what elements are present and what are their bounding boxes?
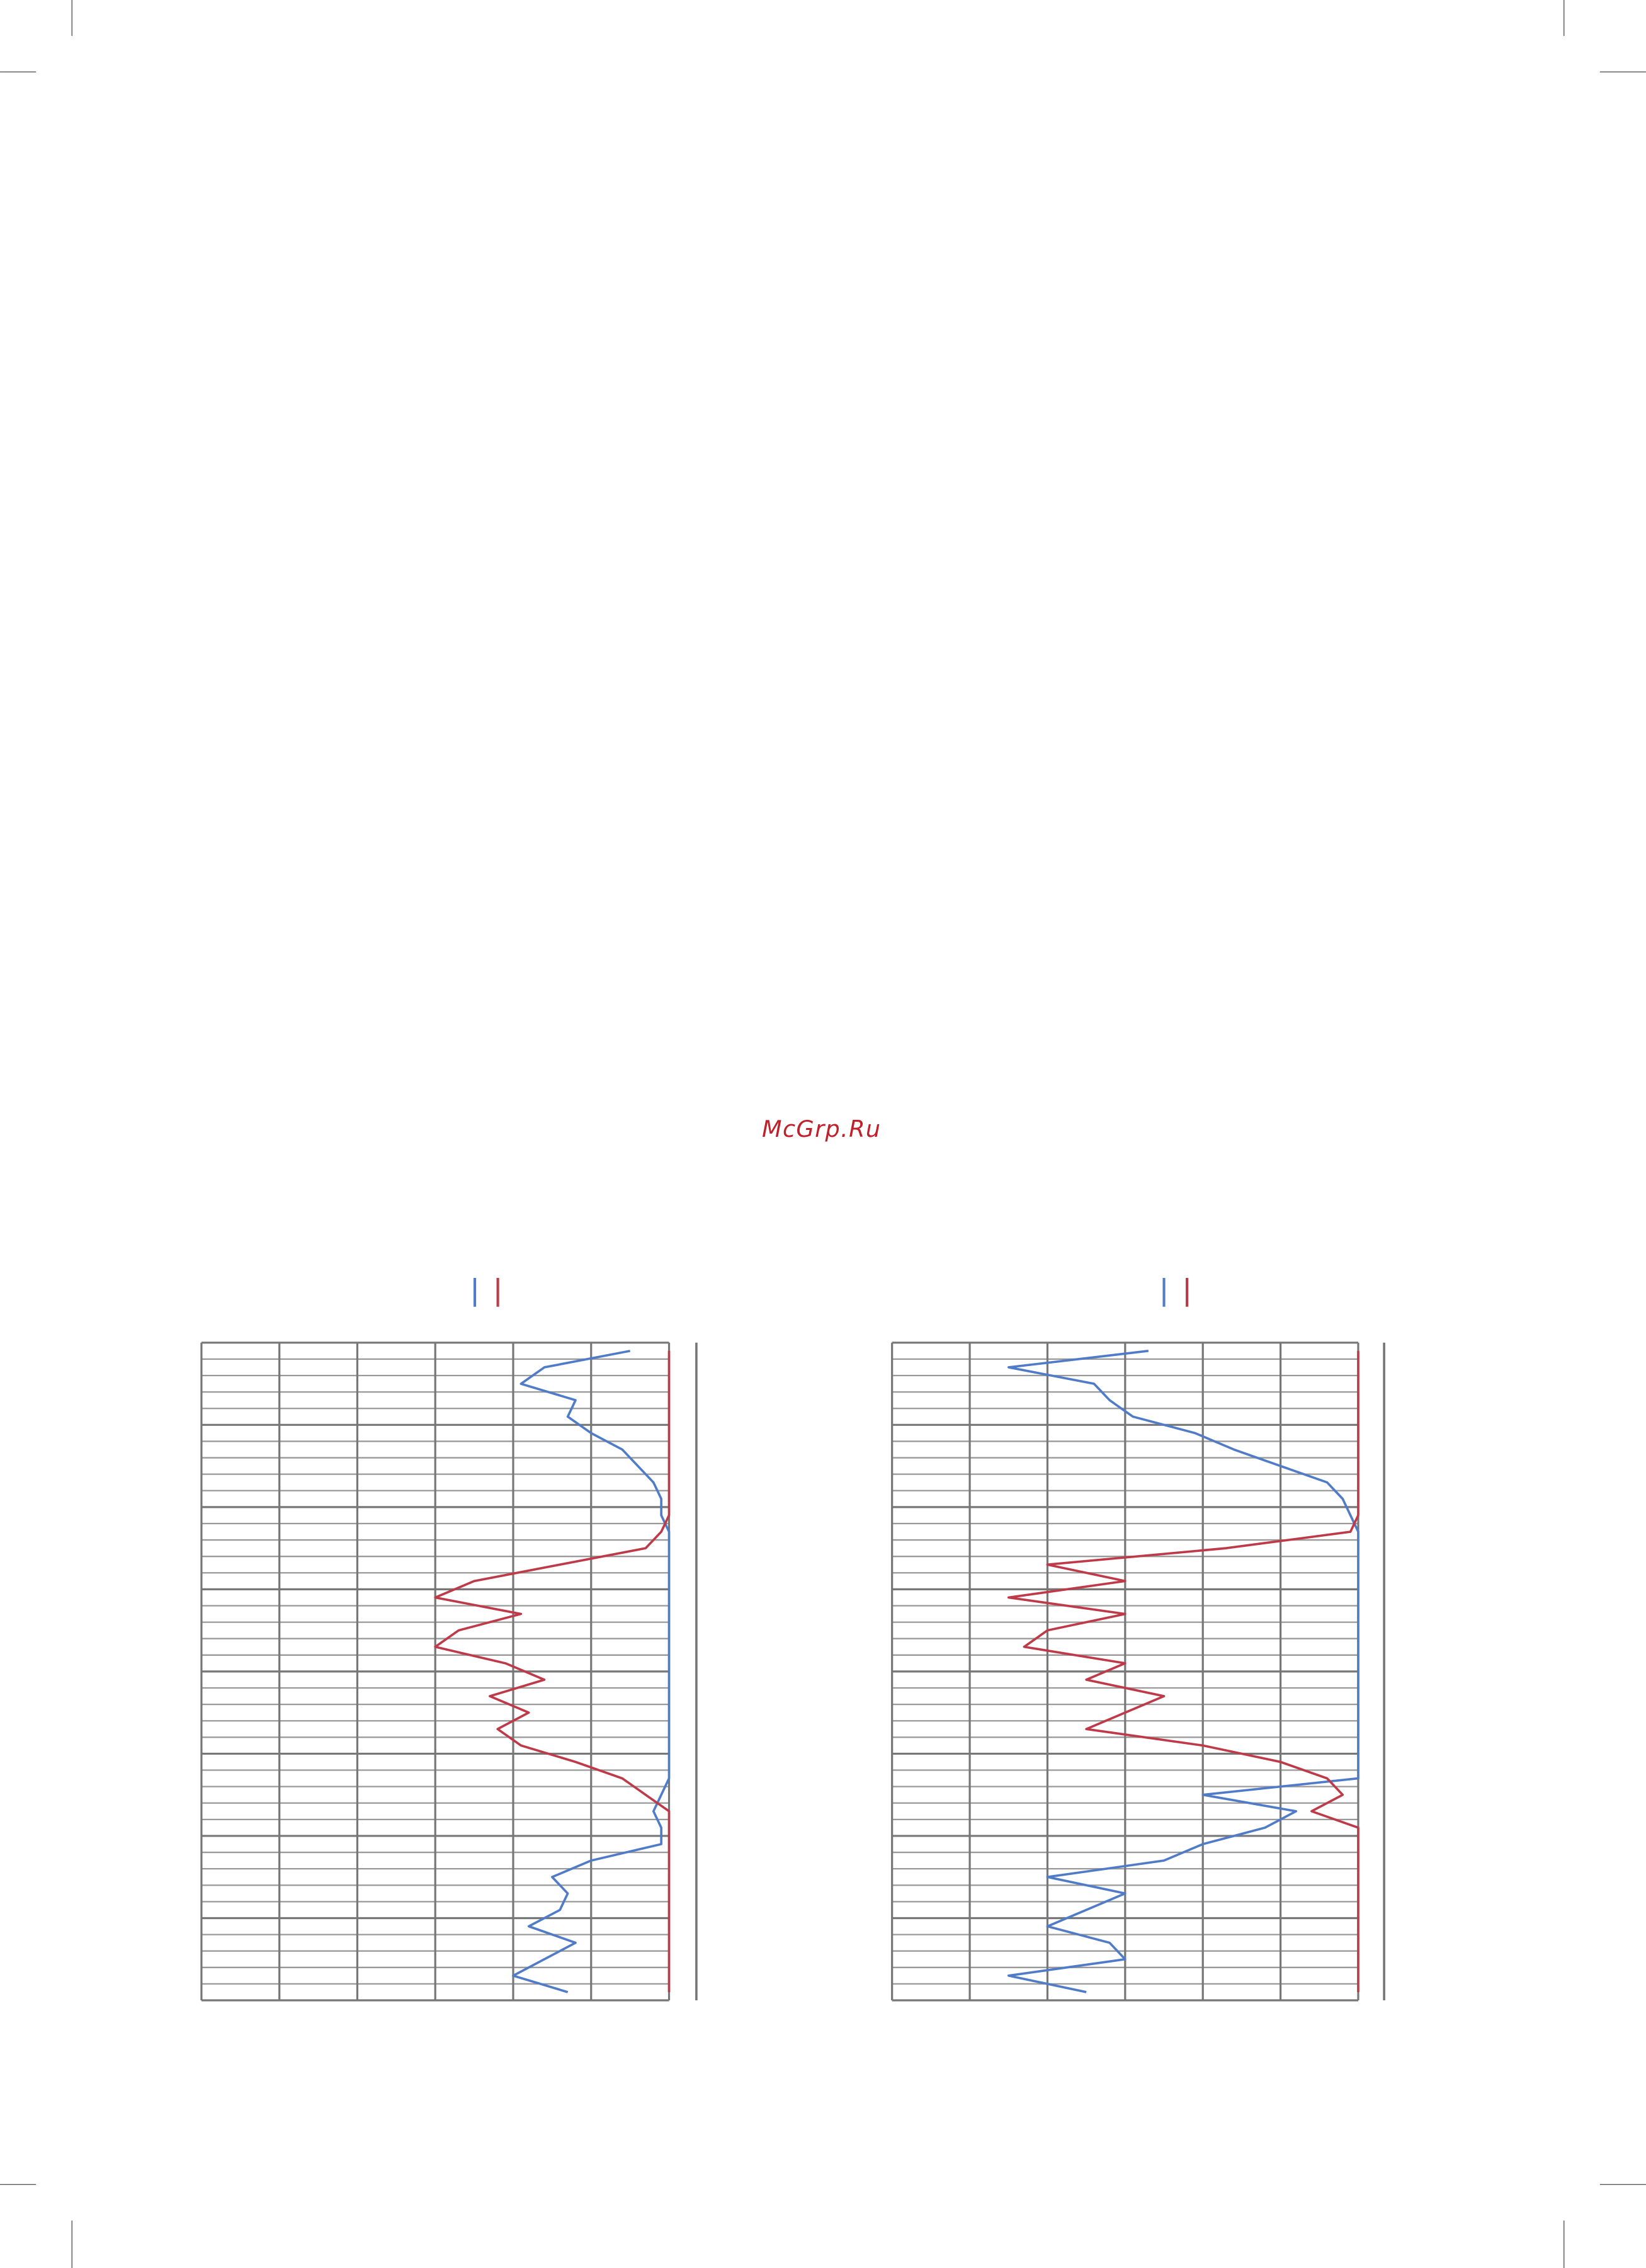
watermark: McGrp.Ru [762,1115,881,1143]
series-line [434,1350,671,1992]
chart [891,1277,1385,2002]
series-line [512,1350,671,1993]
series-line [1007,1350,1359,1993]
chart [200,1277,698,2002]
series-line [1007,1350,1359,1992]
